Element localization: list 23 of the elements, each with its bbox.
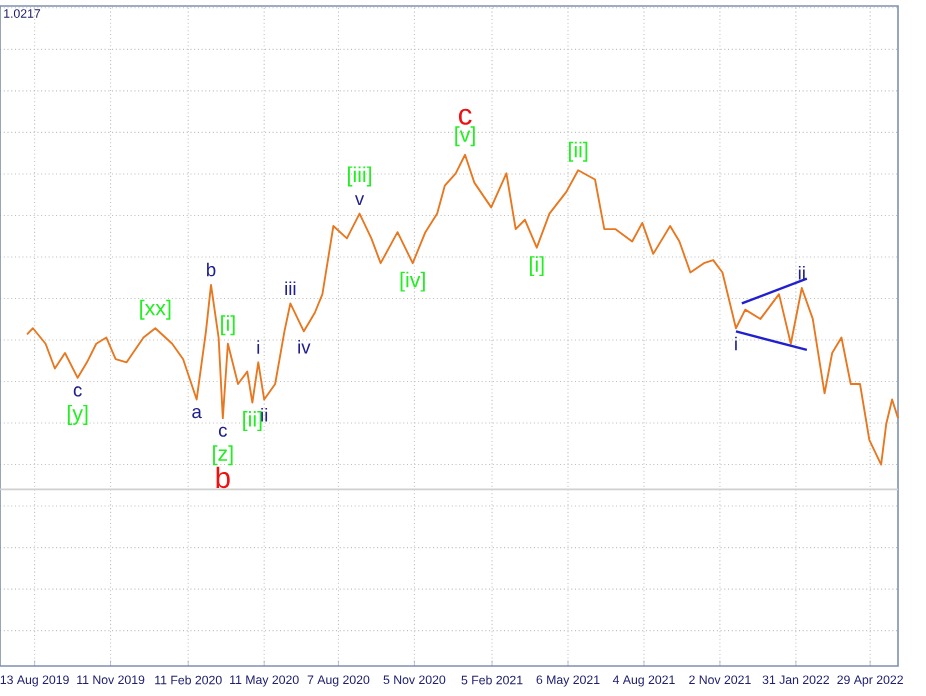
annotation: [xx]	[140, 299, 171, 320]
annotation: [v]	[455, 126, 475, 147]
annotation: [y]	[67, 404, 88, 425]
annotation: [iii]	[348, 166, 372, 187]
annotation: b	[216, 466, 230, 489]
annotation: c	[73, 386, 82, 397]
annotation: [ii]	[243, 411, 262, 432]
annotation: a	[192, 408, 202, 419]
annotation: i	[257, 340, 260, 354]
annotation: b	[207, 262, 216, 277]
annotation: [ii]	[568, 141, 588, 162]
annotation: iv	[298, 339, 311, 354]
annotation: iii	[285, 281, 296, 295]
annotation: ii	[261, 408, 268, 422]
annotation: i	[735, 336, 737, 351]
annotation: c	[458, 108, 472, 125]
annotation: [i]	[221, 315, 235, 336]
annotation: ii	[798, 265, 805, 280]
annotation: c	[218, 426, 227, 437]
annotation: v	[354, 195, 365, 206]
annotation: [i]	[529, 256, 544, 277]
annotation: [z]	[213, 445, 233, 466]
annotation: [iv]	[400, 271, 425, 292]
